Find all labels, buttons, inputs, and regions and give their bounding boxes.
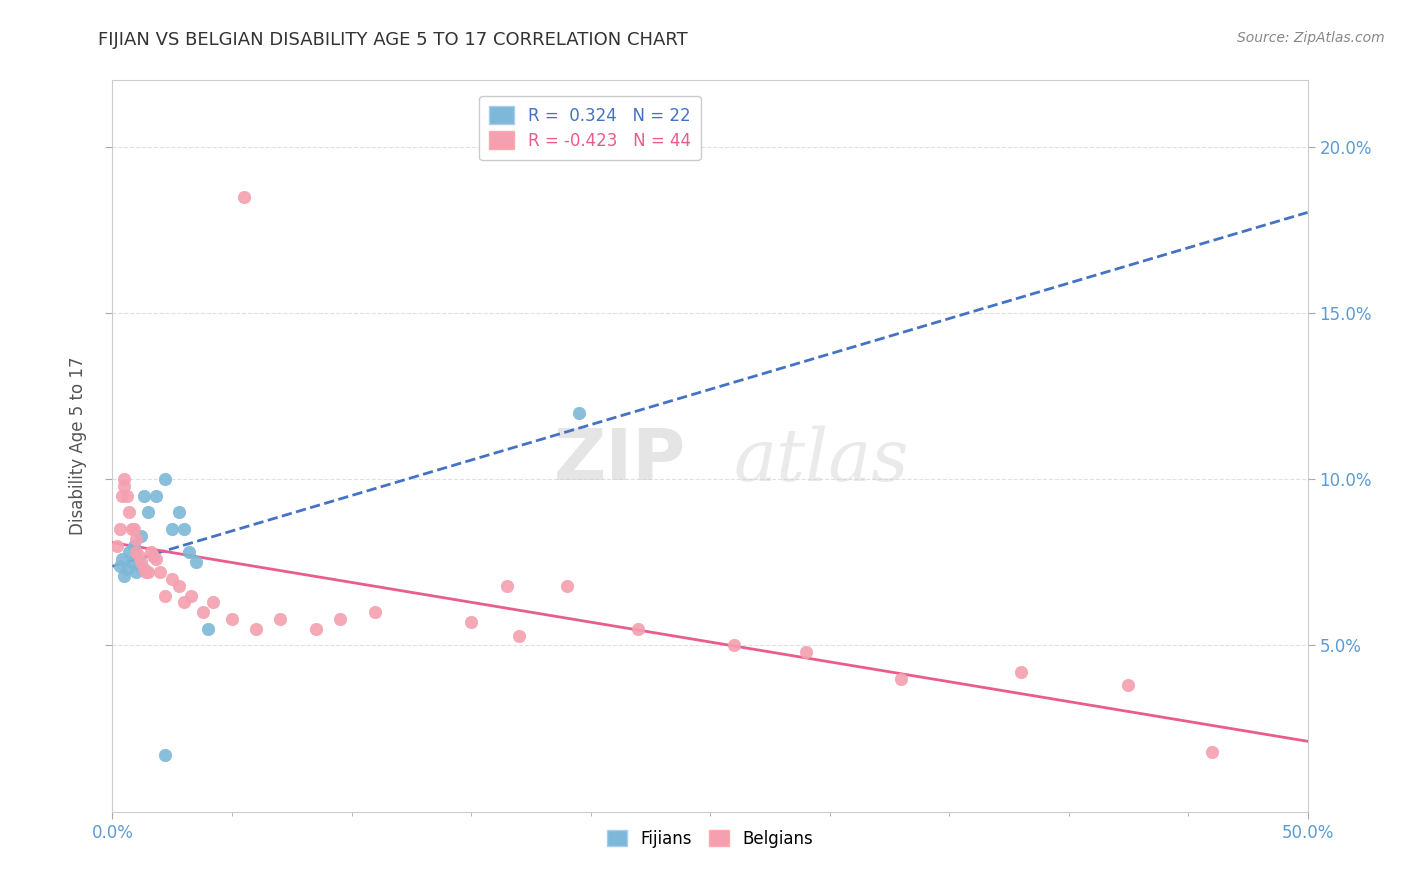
Point	[111, 552, 134, 566]
Point	[173, 595, 195, 609]
Point	[122, 539, 145, 553]
Point	[129, 529, 152, 543]
Point	[162, 572, 183, 586]
Point	[153, 748, 176, 763]
Point	[221, 612, 243, 626]
Point	[139, 545, 162, 559]
Point	[169, 579, 191, 593]
Point	[177, 545, 200, 559]
Point	[132, 489, 155, 503]
Point	[269, 612, 291, 626]
Point	[114, 568, 135, 582]
Point	[108, 558, 131, 573]
Text: Source: ZipAtlas.com: Source: ZipAtlas.com	[1237, 31, 1385, 45]
Point	[115, 562, 138, 576]
Point	[305, 622, 328, 636]
Point	[129, 555, 152, 569]
Point	[138, 506, 160, 520]
Point	[460, 615, 482, 630]
Point	[135, 566, 157, 580]
Point	[121, 522, 143, 536]
Y-axis label: Disability Age 5 to 17: Disability Age 5 to 17	[69, 357, 87, 535]
Point	[125, 566, 148, 580]
Point	[138, 566, 160, 580]
Point	[108, 522, 131, 536]
Point	[201, 595, 224, 609]
Point	[193, 605, 215, 619]
Text: ZIP: ZIP	[554, 426, 686, 495]
Point	[627, 622, 650, 636]
Point	[508, 628, 530, 642]
Point	[118, 545, 141, 559]
Point	[1010, 665, 1032, 679]
Point	[145, 552, 167, 566]
Point	[122, 522, 145, 536]
Point	[128, 558, 150, 573]
Point	[723, 639, 745, 653]
Point	[114, 479, 135, 493]
Text: atlas: atlas	[734, 425, 910, 496]
Point	[555, 579, 578, 593]
Point	[114, 472, 135, 486]
Point	[121, 555, 143, 569]
Point	[125, 532, 148, 546]
Point	[169, 506, 191, 520]
Point	[125, 545, 148, 559]
Point	[1201, 745, 1223, 759]
Point	[496, 579, 519, 593]
Text: FIJIAN VS BELGIAN DISABILITY AGE 5 TO 17 CORRELATION CHART: FIJIAN VS BELGIAN DISABILITY AGE 5 TO 17…	[98, 31, 688, 49]
Point	[132, 562, 155, 576]
Point	[115, 489, 138, 503]
Point	[233, 189, 256, 203]
Point	[118, 506, 141, 520]
Point	[364, 605, 387, 619]
Point	[245, 622, 267, 636]
Point	[890, 672, 912, 686]
Point	[128, 549, 150, 563]
Legend: Fijians, Belgians: Fijians, Belgians	[600, 823, 820, 855]
Point	[111, 489, 134, 503]
Point	[186, 555, 208, 569]
Point	[153, 589, 176, 603]
Point	[568, 406, 591, 420]
Point	[149, 566, 172, 580]
Point	[145, 489, 167, 503]
Point	[173, 522, 195, 536]
Point	[197, 622, 219, 636]
Point	[105, 539, 128, 553]
Point	[142, 549, 165, 563]
Point	[162, 522, 183, 536]
Point	[153, 472, 176, 486]
Point	[180, 589, 202, 603]
Point	[329, 612, 352, 626]
Point	[1118, 678, 1140, 692]
Point	[794, 645, 817, 659]
